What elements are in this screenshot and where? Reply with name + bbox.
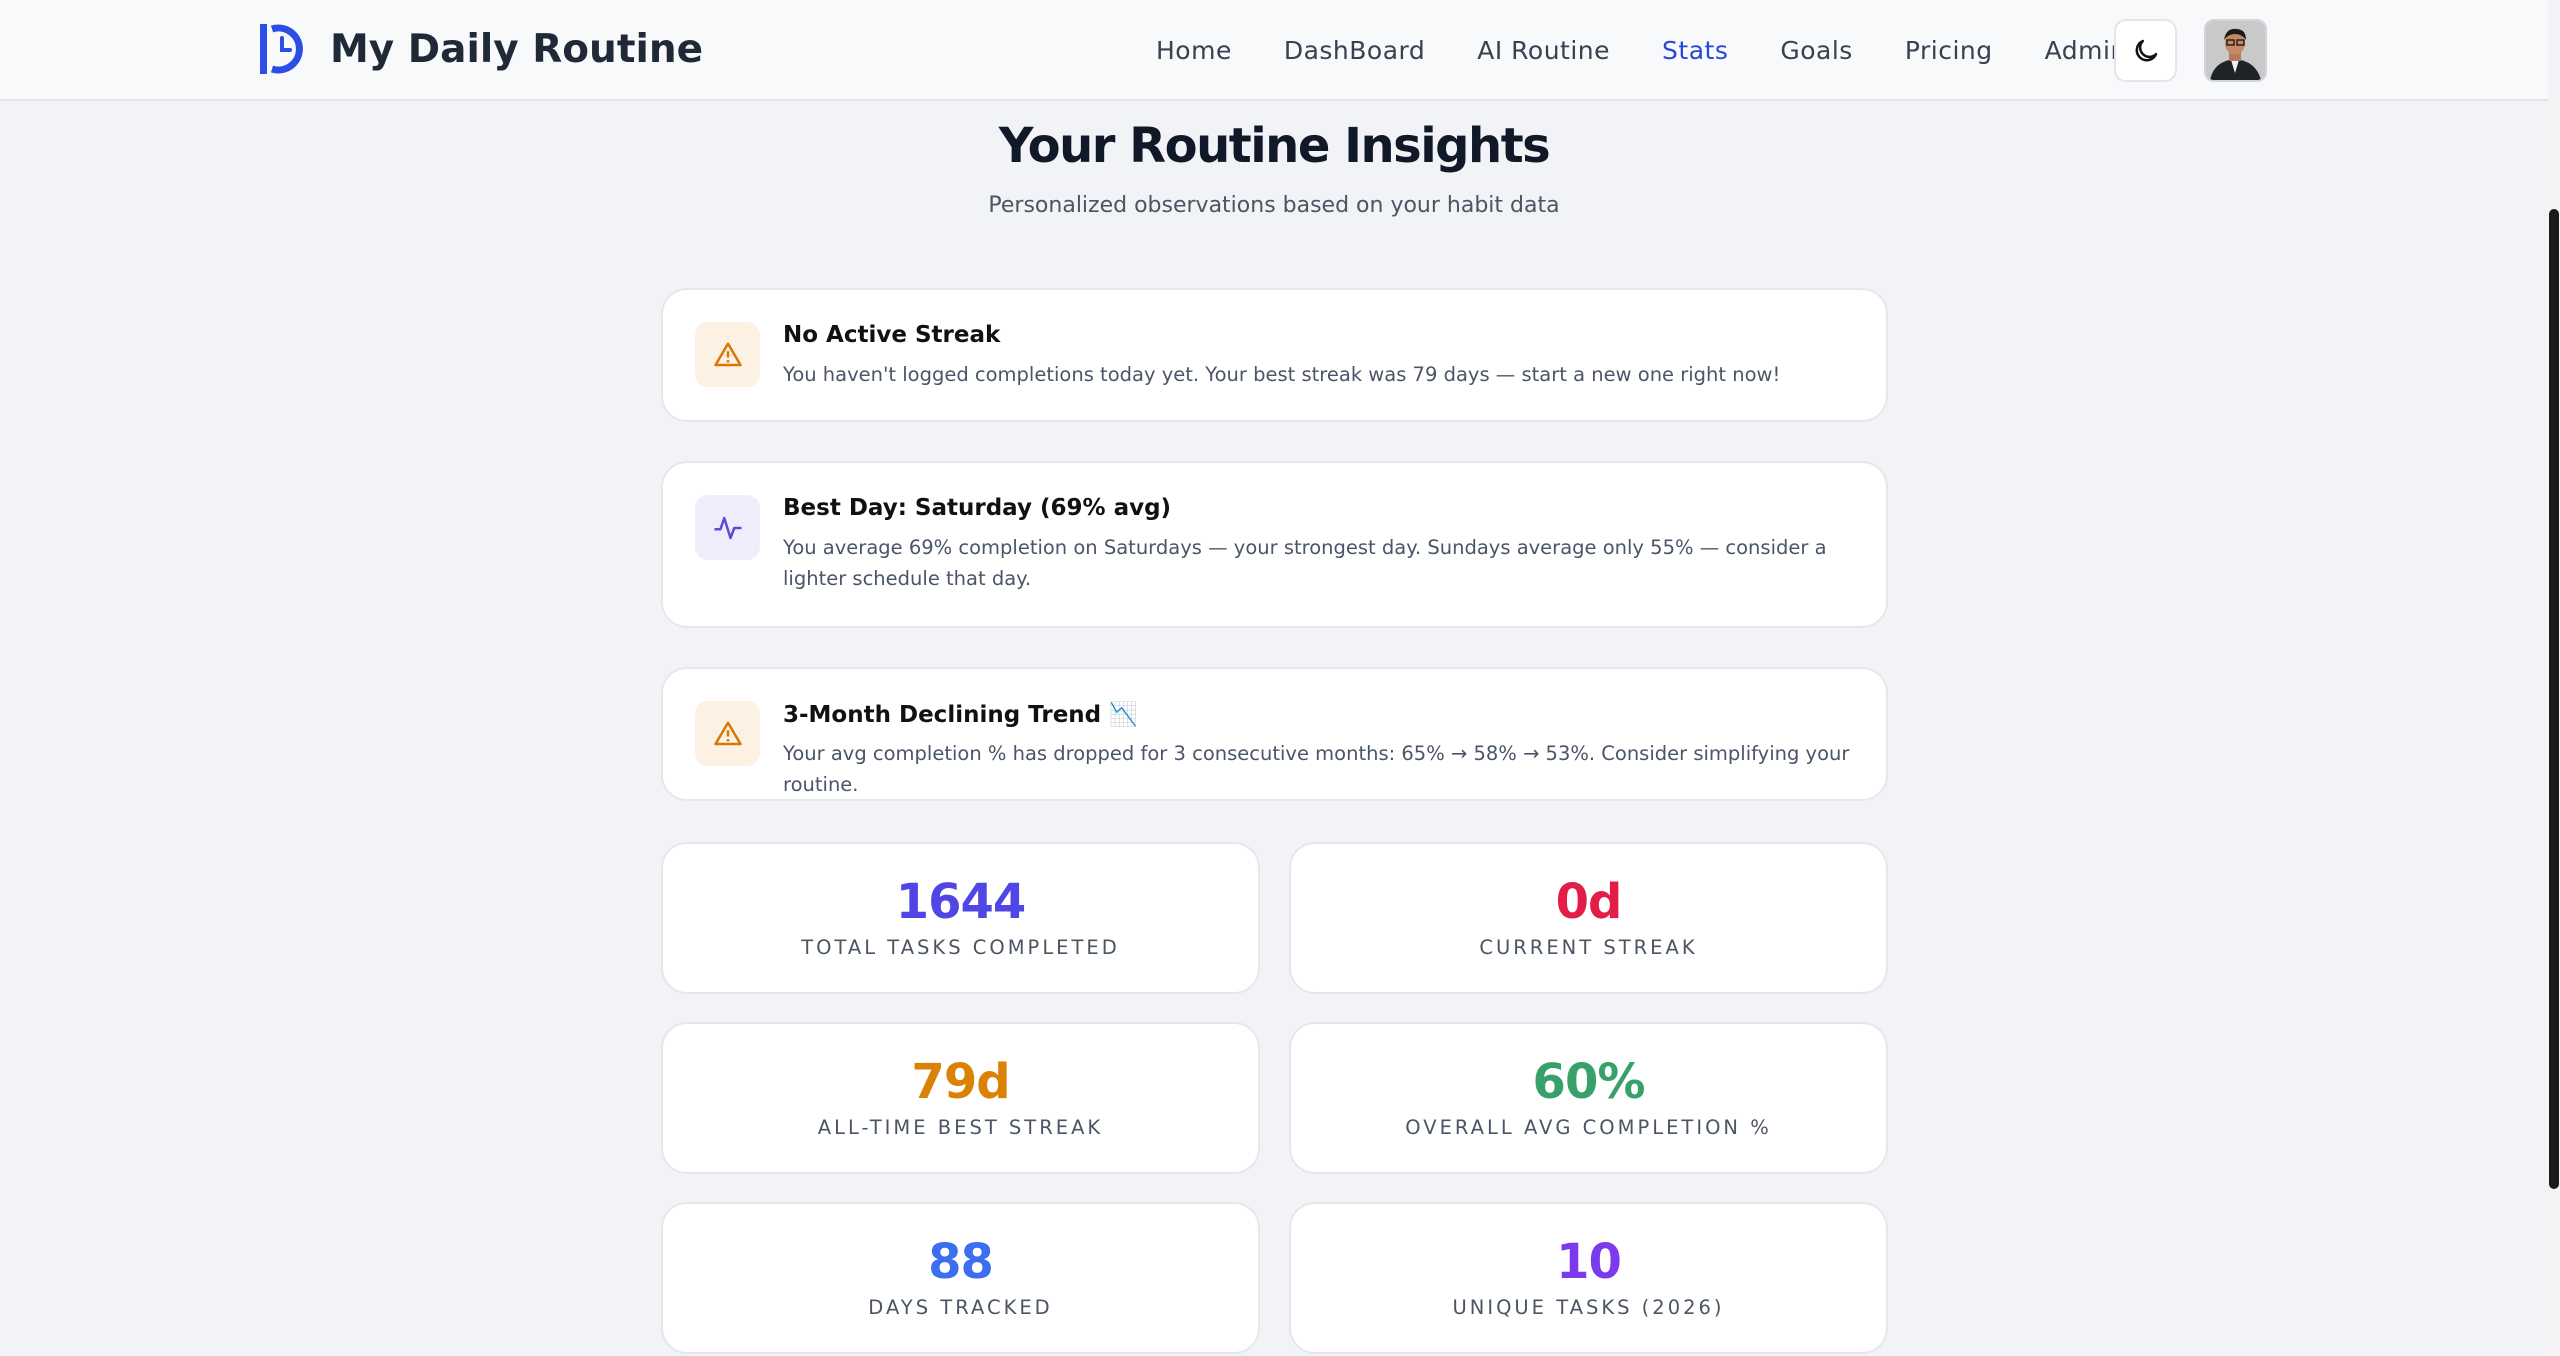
stat-value: 60%: [1532, 1054, 1646, 1110]
warning-icon: [695, 701, 760, 766]
stat-value: 1644: [895, 874, 1027, 930]
page-title: Your Routine Insights: [998, 118, 1551, 174]
brand[interactable]: My Daily Routine: [258, 22, 703, 76]
theme-toggle[interactable]: [2114, 19, 2177, 82]
stat-card: 0d CURRENT STREAK: [1289, 842, 1888, 994]
avatar-image: [2206, 21, 2265, 80]
logo: [260, 24, 303, 74]
stat-label: TOTAL TASKS COMPLETED: [801, 936, 1120, 959]
insight-text: You average 69% completion on Saturdays …: [783, 536, 1827, 590]
nav-link[interactable]: Goals: [1780, 36, 1853, 65]
insight-title: 3-Month Declining Trend 📉: [783, 702, 1138, 728]
stat-label: OVERALL AVG COMPLETION %: [1405, 1116, 1772, 1139]
stat-card: 79d ALL-TIME BEST STREAK: [661, 1022, 1260, 1174]
insight-title: Best Day: Saturday (69% avg): [783, 495, 1172, 521]
main-nav: Home DashBoard AI Routine Stats Goals Pr…: [1130, 28, 2153, 73]
stat-value: 10: [1556, 1234, 1622, 1290]
brand-name: My Daily Routine: [330, 26, 704, 72]
nav-link[interactable]: Home: [1156, 36, 1232, 65]
stat-card: 1644 TOTAL TASKS COMPLETED: [661, 842, 1260, 994]
moon-icon: [2135, 39, 2157, 61]
insight-card: Best Day: Saturday (69% avg) You average…: [661, 461, 1888, 628]
stat-label: DAYS TRACKED: [868, 1296, 1053, 1319]
stat-label: UNIQUE TASKS (2026): [1452, 1296, 1725, 1319]
stat-value: 79d: [911, 1054, 1010, 1110]
scrollbar-thumb[interactable]: [2549, 209, 2559, 1189]
nav-link[interactable]: Pricing: [1904, 36, 1993, 65]
warning-glyph: [713, 721, 742, 745]
insight-title: No Active Streak: [783, 322, 1001, 348]
warning-glyph: [713, 342, 742, 366]
insight-text: You haven't logged completions today yet…: [783, 363, 1781, 386]
stat-label: CURRENT STREAK: [1479, 936, 1698, 959]
stat-card: 60% OVERALL AVG COMPLETION %: [1289, 1022, 1888, 1174]
insight-text: Your avg completion % has dropped for 3 …: [783, 742, 1850, 796]
nav-link[interactable]: Stats: [1662, 36, 1729, 65]
top-bar: My Daily Routine Home DashBoard AI Routi…: [0, 0, 2548, 101]
activity-glyph: [713, 516, 742, 539]
nav-link[interactable]: AI Routine: [1477, 36, 1611, 65]
warning-icon: [695, 322, 760, 387]
stat-label: ALL-TIME BEST STREAK: [817, 1116, 1104, 1139]
page-subtitle: Personalized observations based on your …: [988, 193, 1560, 218]
stat-value: 88: [928, 1234, 994, 1290]
activity-icon: [695, 495, 760, 560]
stat-card: 88 DAYS TRACKED: [661, 1202, 1260, 1354]
stat-card: 10 UNIQUE TASKS (2026): [1289, 1202, 1888, 1354]
nav-link[interactable]: DashBoard: [1283, 36, 1426, 65]
insight-card: 3-Month Declining Trend 📉 Your avg compl…: [661, 667, 1888, 801]
stat-value: 0d: [1555, 874, 1623, 930]
user-avatar[interactable]: [2204, 19, 2267, 82]
insight-card: No Active Streak You haven't logged comp…: [661, 288, 1888, 422]
nav-link[interactable]: Admin: [2044, 36, 2127, 65]
